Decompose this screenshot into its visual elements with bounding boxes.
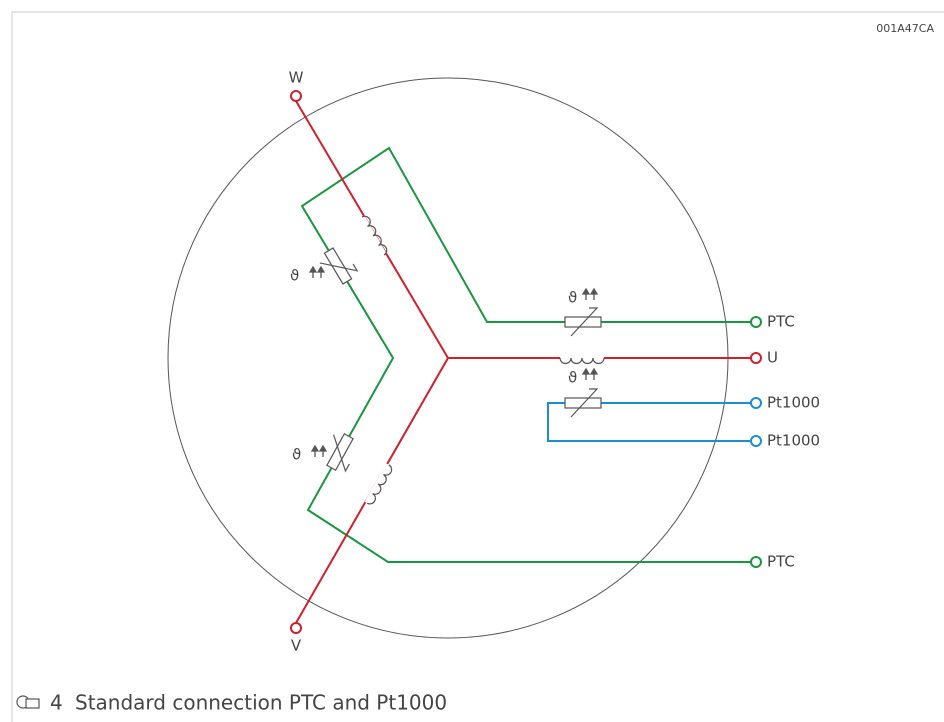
terminal-label: Pt1000 bbox=[767, 432, 820, 450]
terminal-label: V bbox=[291, 637, 302, 655]
coils bbox=[358, 213, 605, 507]
terminal-label: U bbox=[767, 349, 778, 367]
terminal-label: Pt1000 bbox=[767, 394, 820, 412]
red-wiring bbox=[295, 100, 751, 624]
figure-icon bbox=[16, 695, 40, 709]
theta: ϑ bbox=[568, 289, 577, 307]
green-wiring bbox=[300, 146, 751, 563]
terminal-label: PTC bbox=[767, 313, 795, 331]
figure-caption: Standard connection PTC and Pt1000 bbox=[75, 691, 447, 715]
terminal-label: W bbox=[289, 69, 304, 87]
theta: ϑ bbox=[568, 369, 577, 387]
theta: ϑ bbox=[290, 267, 299, 285]
figure-number: 4 bbox=[50, 691, 63, 715]
blue-wiring bbox=[547, 402, 751, 442]
terminal-label: PTC bbox=[767, 553, 795, 571]
terminal-circles bbox=[290, 90, 762, 634]
frame bbox=[11, 11, 944, 722]
theta: ϑ bbox=[292, 446, 301, 464]
doc-code: 001A47CA bbox=[876, 22, 934, 35]
